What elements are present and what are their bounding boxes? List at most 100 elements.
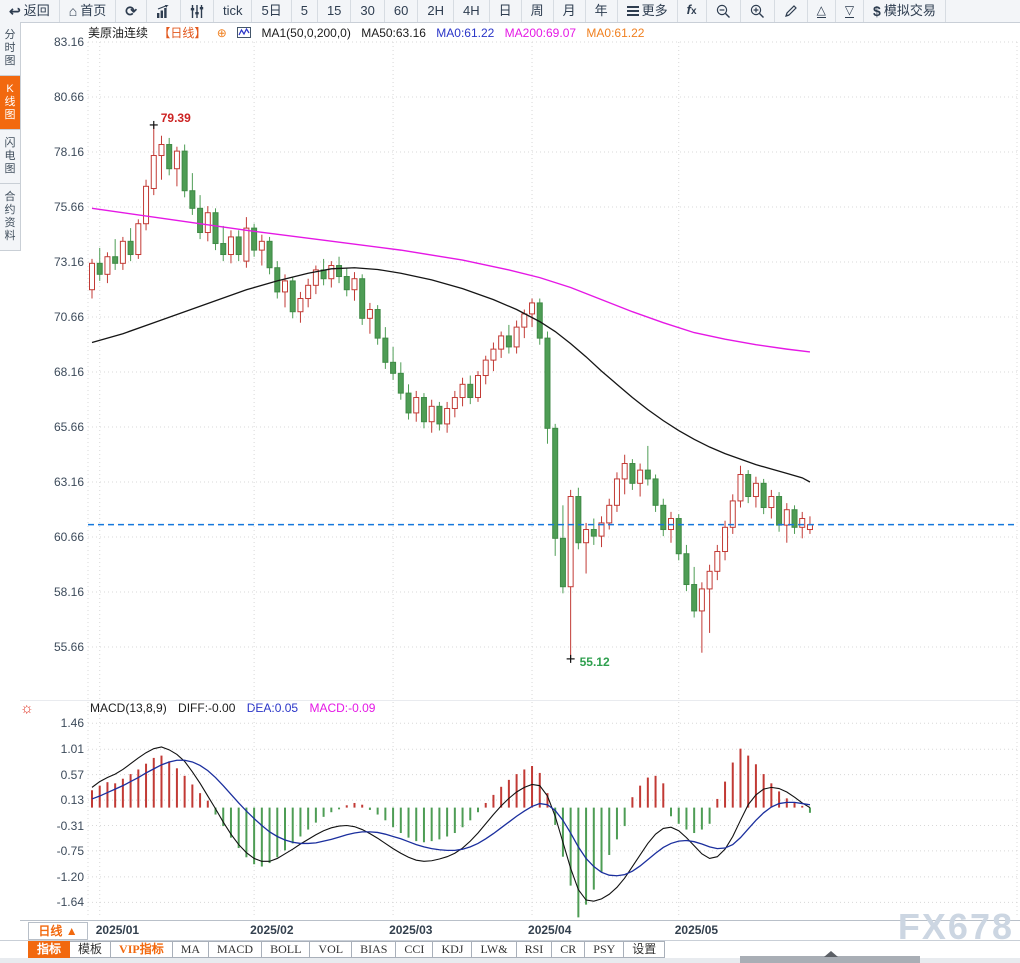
toolbar-period-year[interactable]: 年: [586, 0, 618, 22]
macd-value: MACD:-0.09: [309, 701, 376, 715]
toolbar-tick[interactable]: tick: [214, 0, 253, 22]
toolbar-period-2h[interactable]: 2H: [418, 0, 454, 22]
toolbar-period-month-label: 月: [562, 3, 576, 18]
toolbar-period-4h[interactable]: 4H: [454, 0, 490, 22]
toolbar-period-week-label: 周: [530, 3, 544, 18]
period-badge: 【日线】: [158, 26, 207, 40]
toolbar-indicator-fx[interactable]: fx: [678, 0, 707, 22]
main-y-tick: 75.66: [53, 200, 84, 214]
toolbar-period-5-label: 5: [300, 3, 308, 18]
sidebar-tab-0[interactable]: 分时图: [0, 22, 21, 76]
sidebar-tab-2[interactable]: 闪电图: [0, 130, 21, 184]
period-selector-label: 日线: [38, 924, 63, 938]
macd-y-tick: 1.01: [60, 742, 84, 757]
watermark: FX678: [897, 906, 1014, 947]
toolbar-candle-chart[interactable]: [181, 0, 214, 22]
toolbar-period-30-label: 30: [360, 3, 375, 18]
toolbar-period-month[interactable]: 月: [554, 0, 586, 22]
macd-y-tick: 0.57: [60, 767, 84, 782]
toolbar-period-5[interactable]: 5: [292, 0, 318, 22]
toolbar-back[interactable]: ↩ 返回: [0, 0, 60, 22]
toolbar-bar-chart[interactable]: [147, 0, 181, 22]
ma-definition: MA1(50,0,200,0): [261, 26, 351, 40]
x-tick-2025/01: 2025/01: [95, 923, 140, 937]
indicator-tab-PSY[interactable]: PSY: [585, 941, 625, 958]
dea-value: DEA:0.05: [246, 701, 299, 715]
tune-icon: [190, 4, 204, 18]
macd-legend: MACD(13,8,9) DIFF:-0.00 DEA:0.05 MACD:-0…: [90, 701, 383, 715]
diff-value: DIFF:-0.00: [178, 701, 236, 715]
indicator-tab-RSI[interactable]: RSI: [516, 941, 553, 958]
indicator-tab-CCI[interactable]: CCI: [396, 941, 434, 958]
menu-icon: [626, 4, 639, 18]
low-price-annotation: 55.12: [579, 654, 610, 669]
bottom-strip: [0, 958, 1020, 963]
main-y-tick: 78.16: [53, 145, 84, 159]
toolbar-period-5d-label: 5日: [261, 3, 282, 18]
toolbar-zoom-out[interactable]: [707, 0, 741, 22]
x-tick-2025/05: 2025/05: [674, 923, 719, 937]
home-icon: ⌂: [68, 3, 78, 19]
top-toolbar: ↩ 返回 ⌂ 首页 ⟳ tick 5日 5 15 30 60 2H 4H 日 周 月年 更多 fx △ ▽ $ 模拟交易: [0, 0, 1020, 23]
bar-chart-icon: [156, 4, 169, 18]
toolbar-home[interactable]: ⌂ 首页: [60, 0, 117, 22]
x-tick-2025/04: 2025/04: [528, 923, 572, 937]
toolbar-more[interactable]: 更多: [618, 0, 678, 22]
indicator-tab-模板[interactable]: 模板: [70, 941, 112, 958]
main-y-tick: 65.66: [53, 420, 84, 434]
toolbar-align-bottom[interactable]: ▽: [836, 0, 865, 22]
indicator-tab-VOL[interactable]: VOL: [310, 941, 353, 958]
toolbar-period-60[interactable]: 60: [385, 0, 419, 22]
scroll-arrow-icon: [824, 951, 838, 957]
macd-y-tick: 1.46: [60, 716, 84, 731]
macd-y-tick: -1.20: [56, 869, 84, 884]
indicator-tab-设置[interactable]: 设置: [624, 941, 666, 958]
triangle-up-icon: △: [816, 3, 826, 18]
toolbar-back-label: 返回: [23, 3, 50, 18]
indicator-settings-icon[interactable]: ☼: [20, 700, 34, 717]
instrument-name: 美原油连续: [88, 26, 149, 40]
macd-y-tick: 0.13: [60, 793, 84, 808]
toolbar-sim-trade-label: 模拟交易: [883, 3, 936, 18]
indicator-tab-KDJ[interactable]: KDJ: [433, 941, 473, 958]
indicator-tab-MACD[interactable]: MACD: [209, 941, 263, 958]
mini-chart-icon[interactable]: [237, 27, 252, 41]
toolbar-draw[interactable]: [775, 0, 808, 22]
toolbar-period-4h-label: 4H: [462, 3, 480, 18]
toolbar-period-day-label: 日: [498, 3, 512, 18]
zoom-in-icon: [750, 4, 764, 18]
toolbar-period-30[interactable]: 30: [351, 0, 385, 22]
toolbar-sim-trade[interactable]: $ 模拟交易: [864, 0, 946, 22]
toolbar-period-60-label: 60: [393, 3, 409, 18]
sidebar-tab-3[interactable]: 合约资料: [0, 184, 21, 251]
toolbar-more-label: 更多: [641, 3, 668, 18]
indicator-tab-VIP指标[interactable]: VIP指标: [111, 941, 173, 958]
indicator-tab-LW&[interactable]: LW&: [472, 941, 517, 958]
indicator-tab-MA[interactable]: MA: [172, 941, 210, 958]
circle-plus-icon[interactable]: ⊕: [216, 26, 227, 40]
main-y-tick: 60.66: [53, 530, 84, 544]
period-selector[interactable]: 日线 ▲: [28, 922, 88, 940]
toolbar-refresh[interactable]: ⟳: [116, 0, 147, 22]
main-y-tick: 55.66: [53, 640, 84, 654]
toolbar-period-day[interactable]: 日: [490, 0, 522, 22]
indicator-tab-BOLL[interactable]: BOLL: [262, 941, 311, 958]
x-tick-2025/02: 2025/02: [250, 923, 294, 937]
toolbar-align-top[interactable]: △: [808, 0, 836, 22]
toolbar-period-5d[interactable]: 5日: [252, 0, 292, 22]
indicator-tab-指标[interactable]: 指标: [28, 941, 71, 958]
pencil-icon: [784, 5, 797, 17]
triangle-down-icon: ▽: [844, 3, 855, 18]
toolbar-zoom-in[interactable]: [741, 0, 775, 22]
ma200-value: MA200:69.07: [504, 26, 577, 40]
scrollbar-handle[interactable]: [740, 951, 920, 963]
zoom-out-icon: [716, 4, 730, 18]
ma50-value: MA50:63.16: [361, 26, 426, 40]
toolbar-period-15[interactable]: 15: [318, 0, 352, 22]
indicator-tab-CR[interactable]: CR: [552, 941, 586, 958]
ma0-blue-value: MA0:61.22: [436, 26, 495, 40]
toolbar-period-week[interactable]: 周: [522, 0, 554, 22]
indicator-tab-BIAS[interactable]: BIAS: [352, 941, 397, 958]
